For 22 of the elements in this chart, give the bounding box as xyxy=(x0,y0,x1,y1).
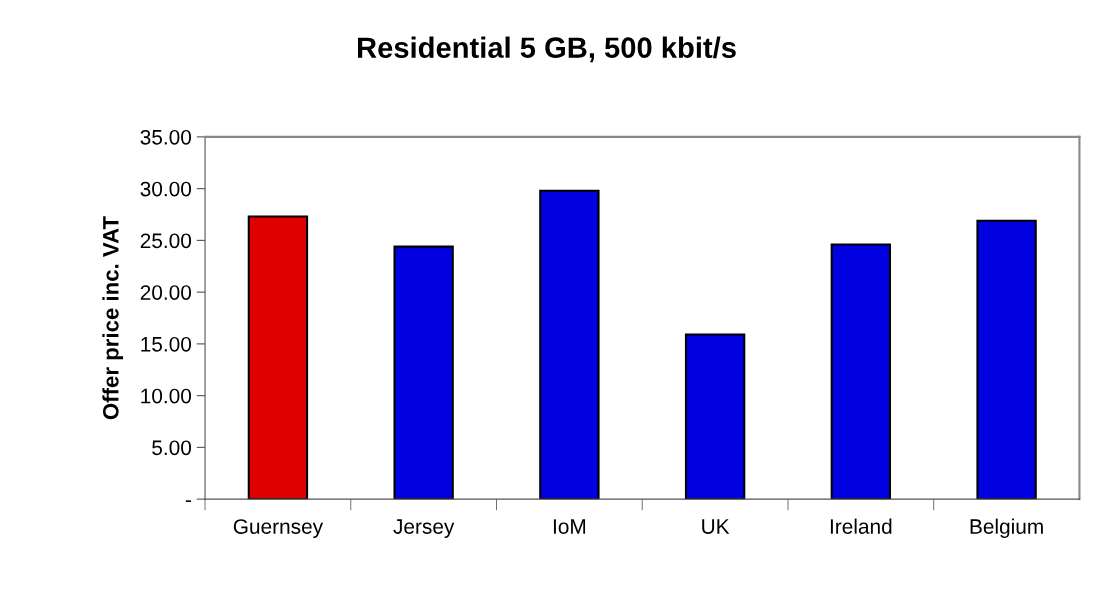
y-tick-label: 25.00 xyxy=(140,233,192,249)
y-tick-label: 10.00 xyxy=(141,388,192,404)
bar xyxy=(684,333,746,500)
y-tick-label: 30.00 xyxy=(140,181,192,197)
x-tick-label: IoM xyxy=(553,519,586,534)
y-tick-label: - xyxy=(185,500,191,502)
y-tick-label: 20.00 xyxy=(140,285,192,300)
y-tick-label: 5.00 xyxy=(152,440,192,456)
y-tick-label: 15.00 xyxy=(141,336,192,352)
bar xyxy=(976,219,1037,500)
x-tick-label: Belgium xyxy=(970,518,1043,539)
x-tick-label: Guernsey xyxy=(233,519,324,539)
bar xyxy=(539,189,600,500)
bar xyxy=(393,245,454,500)
y-tick-label: 35.00 xyxy=(140,129,192,145)
x-tick-label: UK xyxy=(702,519,730,534)
bar xyxy=(830,243,892,500)
bar xyxy=(247,215,309,500)
chart-title: Residential 5 GB, 500 kbit/s xyxy=(358,36,736,63)
y-axis-title: Offer price inc. VAT xyxy=(102,216,124,420)
x-tick-label: Ireland xyxy=(830,518,892,534)
x-tick-label: Jersey xyxy=(393,519,455,539)
